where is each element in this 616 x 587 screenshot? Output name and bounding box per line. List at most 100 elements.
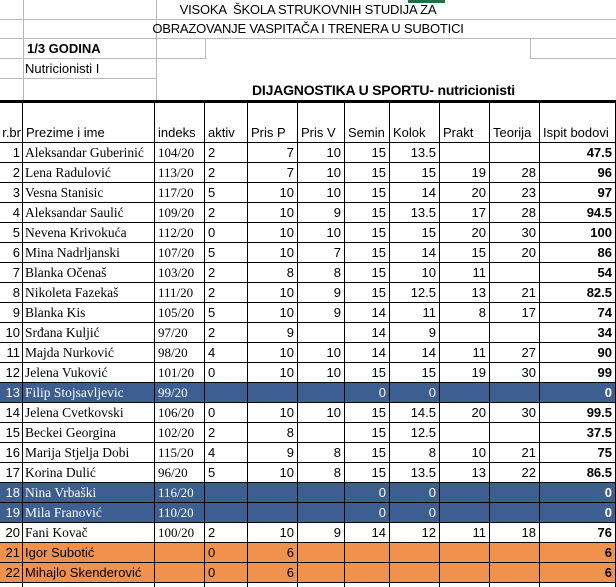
cell-pris_p[interactable]: 9 bbox=[248, 323, 298, 342]
cell-prakt[interactable] bbox=[440, 323, 490, 342]
cell-prakt[interactable]: 19 bbox=[440, 163, 490, 182]
cell-ispit[interactable]: 0 bbox=[540, 383, 616, 402]
cell-semin[interactable]: 15 bbox=[345, 243, 390, 262]
cell-teorija[interactable] bbox=[490, 143, 540, 162]
cell-pris_p[interactable]: 8 bbox=[248, 423, 298, 442]
cell-name[interactable]: Blanka Očenaš bbox=[23, 263, 155, 282]
cell-indeks[interactable]: 98/20 bbox=[155, 343, 205, 362]
cell-teorija[interactable]: 27 bbox=[490, 343, 540, 362]
cell-aktiv[interactable] bbox=[205, 503, 248, 522]
course-title-cell[interactable]: DIJAGNOSTIKA U SPORTU- nutricionisti bbox=[252, 82, 515, 98]
cell-semin[interactable]: 0 bbox=[345, 383, 390, 402]
cell-pris_p[interactable]: 10 bbox=[248, 183, 298, 202]
cell-aktiv[interactable] bbox=[205, 383, 248, 402]
cell-prakt[interactable] bbox=[440, 423, 490, 442]
cell-pris_v[interactable]: 9 bbox=[298, 283, 345, 302]
cell-pris_p[interactable]: 6 bbox=[248, 563, 298, 582]
cell-pris_v[interactable]: 7 bbox=[298, 243, 345, 262]
cell-aktiv[interactable]: 2 bbox=[205, 203, 248, 222]
cell-ispit[interactable]: 86.5 bbox=[540, 463, 616, 482]
cell-aktiv[interactable]: 2 bbox=[205, 143, 248, 162]
cell-ispit[interactable]: 34 bbox=[540, 323, 616, 342]
header-cell-ispit[interactable]: Ispit bodovi bbox=[540, 103, 616, 142]
cell-semin[interactable]: 0 bbox=[345, 483, 390, 502]
cell-semin[interactable]: 15 bbox=[345, 283, 390, 302]
cell-ispit[interactable]: 90 bbox=[540, 343, 616, 362]
cell-teorija[interactable] bbox=[490, 543, 540, 562]
cell-kolok[interactable]: 0 bbox=[390, 483, 440, 502]
cell-aktiv[interactable]: 4 bbox=[205, 343, 248, 362]
cell-kolok[interactable]: 9 bbox=[390, 323, 440, 342]
cell-num[interactable]: 7 bbox=[0, 263, 23, 282]
cell-ispit[interactable]: 100 bbox=[540, 223, 616, 242]
cell-teorija[interactable] bbox=[490, 483, 540, 502]
cell-semin[interactable]: 0 bbox=[345, 503, 390, 522]
cell-name[interactable]: Majda Nurković bbox=[23, 343, 155, 362]
cell-teorija[interactable] bbox=[490, 323, 540, 342]
cell-kolok[interactable] bbox=[390, 543, 440, 562]
cell-teorija[interactable]: 21 bbox=[490, 283, 540, 302]
cell-pris_v[interactable] bbox=[298, 423, 345, 442]
cell-semin[interactable]: 15 bbox=[345, 203, 390, 222]
cell-pris_p[interactable]: 10 bbox=[248, 223, 298, 242]
cell-prakt[interactable]: 19 bbox=[440, 363, 490, 382]
cell-teorija[interactable]: 28 bbox=[490, 163, 540, 182]
cell-num[interactable]: 5 bbox=[0, 223, 23, 242]
cell-prakt[interactable]: 13 bbox=[440, 463, 490, 482]
cell-pris_p[interactable]: 10 bbox=[248, 303, 298, 322]
header-cell-aktiv[interactable]: aktiv bbox=[205, 103, 248, 142]
cell-teorija[interactable]: 17 bbox=[490, 303, 540, 322]
cell-prakt[interactable]: 8 bbox=[440, 303, 490, 322]
cell-pris_v[interactable]: 10 bbox=[298, 403, 345, 422]
cell-kolok[interactable]: 10 bbox=[390, 263, 440, 282]
cell-prakt[interactable]: 15 bbox=[440, 243, 490, 262]
cell-name[interactable]: Mila Franović bbox=[23, 503, 155, 522]
header-cell-pris-v[interactable]: Pris V bbox=[298, 103, 345, 142]
cell-indeks[interactable]: 110/20 bbox=[155, 503, 205, 522]
cell-pris_p[interactable]: 10 bbox=[248, 203, 298, 222]
cell-pris_v[interactable]: 10 bbox=[298, 163, 345, 182]
cell-num[interactable]: 18 bbox=[0, 483, 23, 502]
cell-num[interactable]: 21 bbox=[0, 543, 23, 562]
cell-kolok[interactable]: 15 bbox=[390, 163, 440, 182]
cell-pris_v[interactable]: 9 bbox=[298, 303, 345, 322]
cell-aktiv[interactable]: 2 bbox=[205, 423, 248, 442]
cell-aktiv[interactable]: 2 bbox=[205, 163, 248, 182]
cell-kolok[interactable]: 13.5 bbox=[390, 203, 440, 222]
cell-name[interactable]: Vesna Stanisic bbox=[23, 183, 155, 202]
cell-semin[interactable]: 15 bbox=[345, 463, 390, 482]
cell-aktiv[interactable]: 2 bbox=[205, 323, 248, 342]
cell-aktiv[interactable]: 2 bbox=[205, 523, 248, 542]
cell-teorija[interactable]: 30 bbox=[490, 223, 540, 242]
cell-pris_v[interactable] bbox=[298, 323, 345, 342]
cell-name[interactable]: Marija Stjelja Dobi bbox=[23, 443, 155, 462]
cell-kolok[interactable]: 11 bbox=[390, 303, 440, 322]
cell-teorija[interactable]: 30 bbox=[490, 363, 540, 382]
cell-indeks[interactable]: 111/20 bbox=[155, 283, 205, 302]
cell-prakt[interactable]: 11 bbox=[440, 523, 490, 542]
cell-ispit[interactable]: 54 bbox=[540, 263, 616, 282]
cell-name[interactable]: Lena Radulović bbox=[23, 163, 155, 182]
cell-teorija[interactable]: 22 bbox=[490, 463, 540, 482]
cell-pris_v[interactable] bbox=[298, 383, 345, 402]
cell-name[interactable]: Jelena Vuković bbox=[23, 363, 155, 382]
cell-semin[interactable]: 14 bbox=[345, 343, 390, 362]
cell-pris_p[interactable]: 10 bbox=[248, 463, 298, 482]
cell-num[interactable]: 6 bbox=[0, 243, 23, 262]
cell-name[interactable]: Aleksandar Saulić bbox=[23, 203, 155, 222]
cell-kolok[interactable]: 15 bbox=[390, 363, 440, 382]
cell-semin[interactable]: 15 bbox=[345, 223, 390, 242]
cell-prakt[interactable]: 20 bbox=[440, 403, 490, 422]
cell-kolok[interactable]: 8 bbox=[390, 443, 440, 462]
cell-aktiv[interactable]: 5 bbox=[205, 243, 248, 262]
cell-ispit[interactable]: 0 bbox=[540, 503, 616, 522]
cell-prakt[interactable]: 11 bbox=[440, 343, 490, 362]
cell-pris_v[interactable]: 9 bbox=[298, 203, 345, 222]
cell-indeks[interactable]: 97/20 bbox=[155, 323, 205, 342]
cell-pris_p[interactable]: 8 bbox=[248, 263, 298, 282]
cell-indeks[interactable]: 103/20 bbox=[155, 263, 205, 282]
cell-pris_p[interactable] bbox=[248, 483, 298, 502]
cell-aktiv[interactable] bbox=[205, 483, 248, 502]
cell-semin[interactable]: 15 bbox=[345, 183, 390, 202]
cell-pris_p[interactable]: 10 bbox=[248, 363, 298, 382]
